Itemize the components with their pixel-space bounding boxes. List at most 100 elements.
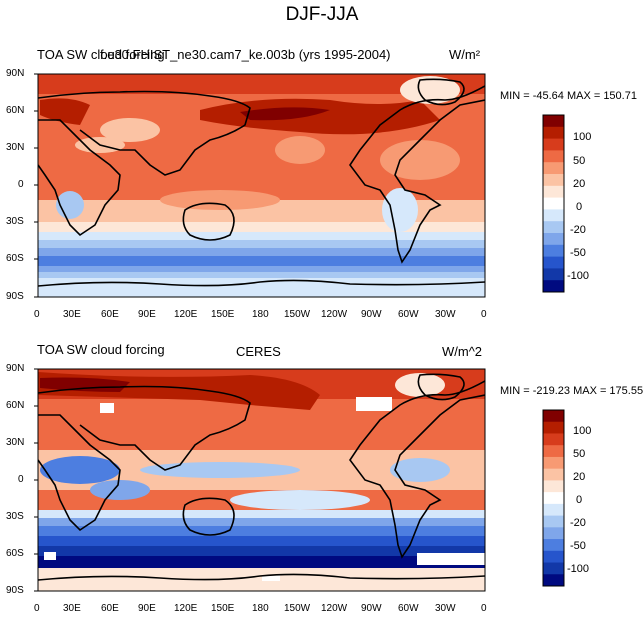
panel1-left-title: TOA SW cloud forcing <box>37 47 165 62</box>
ceres-map-panel <box>37 368 486 592</box>
lon-tick: 150E <box>211 309 235 320</box>
panel1-units: W/m² <box>449 47 481 62</box>
colorbar-swatch <box>543 162 564 175</box>
colorbar-tick-label: 0 <box>576 494 583 506</box>
colorbar-panel1 <box>542 114 565 293</box>
colorbar-swatch <box>543 233 564 246</box>
colorbar-swatch <box>543 539 564 552</box>
lat-tick: 90S <box>6 291 24 302</box>
colorbar-tick-label: 0 <box>576 201 583 213</box>
lon-tick: 150E <box>211 603 235 614</box>
lat-tick: 0 <box>18 474 24 485</box>
lat-tick: 30N <box>6 437 25 448</box>
lat-tick: 30S <box>6 216 24 227</box>
colorbar-swatch <box>543 456 564 470</box>
lon-tick: 30W <box>435 309 456 320</box>
colorbar-frame <box>542 114 565 293</box>
lon-tick: 0 <box>34 309 40 320</box>
lon-tick: 120W <box>321 603 348 614</box>
colorbar-swatch <box>543 421 564 434</box>
colorbar-tick-label: -100 <box>567 563 590 575</box>
ceres-coastlines <box>38 373 485 581</box>
colorbar-tick-label: 20 <box>573 471 586 483</box>
lon-tick: 150W <box>284 603 311 614</box>
colorbar-swatch <box>543 468 564 481</box>
colorbar-tick-label: 100 <box>573 131 592 143</box>
colorbar-tick-label: -50 <box>570 247 586 259</box>
lon-tick: 120E <box>174 309 198 320</box>
colorbar-swatch <box>543 115 564 128</box>
model-map-panel <box>37 73 486 298</box>
lat-tick: 60S <box>6 253 24 264</box>
lon-tick: 0 <box>481 603 487 614</box>
lon-tick: 30E <box>63 309 81 320</box>
lat-tick: 90N <box>6 68 25 79</box>
colorbar-tick-label: 100 <box>573 425 592 437</box>
colorbar-swatch <box>543 445 564 458</box>
panel1-center-title: f.e30.FHIST_ne30.cam7_ke.003b (yrs 1995-… <box>100 47 391 62</box>
lon-tick: 60E <box>101 603 119 614</box>
colorbar-swatch <box>543 268 564 281</box>
panel2-stats: MIN = -219.23 MAX = 175.55 <box>500 385 644 397</box>
lat-tick: 30S <box>6 511 24 522</box>
colorbar-swatch <box>543 492 564 505</box>
lon-tick: 180 <box>252 603 269 614</box>
lon-tick: 30W <box>435 603 456 614</box>
colorbar-tick-label: -20 <box>570 517 586 529</box>
lon-tick: 90E <box>138 603 156 614</box>
panel2-center-title: CERES <box>236 344 281 359</box>
lon-tick: 90W <box>361 603 382 614</box>
colorbar-swatch <box>543 256 564 269</box>
lon-tick: 30E <box>63 603 81 614</box>
lon-tick: 120W <box>321 309 348 320</box>
colorbar-swatch <box>543 138 564 151</box>
colorbar-swatch <box>543 209 564 222</box>
lat-tick: 60N <box>6 400 25 411</box>
lat-tick: 90S <box>6 585 24 596</box>
lon-tick: 120E <box>174 603 198 614</box>
lon-tick: 180 <box>252 309 269 320</box>
lat-tick: 30N <box>6 142 25 153</box>
panel2-units: W/m^2 <box>442 344 483 359</box>
colorbar-swatch <box>543 515 564 528</box>
colorbar-tick-label: 50 <box>573 448 586 460</box>
model-cloud-forcing-field <box>38 74 485 297</box>
colorbar-swatch <box>543 503 564 517</box>
colorbar-tick-label: 20 <box>573 178 586 190</box>
colorbar-tick-label: -20 <box>570 224 586 236</box>
lat-tick: 0 <box>18 179 24 190</box>
colorbar-swatch <box>543 574 564 587</box>
panel2-left-title: TOA SW cloud forcing <box>37 342 165 357</box>
colorbar-swatch <box>543 244 564 258</box>
lon-tick: 60W <box>398 603 419 614</box>
axis-tick-marks <box>34 73 38 592</box>
ceres-cloud-forcing-field <box>38 369 485 591</box>
model-coastlines <box>38 78 485 287</box>
colorbar-tick-label: 50 <box>573 155 586 167</box>
colorbar-swatch <box>543 174 564 187</box>
lon-tick: 0 <box>34 603 40 614</box>
colorbar-swatch <box>543 221 564 234</box>
lon-tick: 60E <box>101 309 119 320</box>
lon-tick: 60W <box>398 309 419 320</box>
lat-tick: 90N <box>6 363 25 374</box>
lon-tick: 150W <box>284 309 311 320</box>
colorbar-swatch <box>543 480 564 493</box>
lon-tick: 90W <box>361 309 382 320</box>
colorbar-swatch <box>543 126 564 140</box>
colorbar-swatch <box>543 150 564 163</box>
colorbar-swatch <box>543 550 564 564</box>
panel1-stats: MIN = -45.64 MAX = 150.71 <box>500 90 637 102</box>
colorbar-tick-label: -50 <box>570 540 586 552</box>
colorbar-frame <box>542 409 565 587</box>
lat-tick: 60N <box>6 105 25 116</box>
colorbar-panel2 <box>542 409 565 587</box>
colorbar-swatch <box>543 185 564 199</box>
lon-tick: 90E <box>138 309 156 320</box>
lon-tick: 0 <box>481 309 487 320</box>
figure-title: DJF-JJA <box>285 4 359 25</box>
colorbar-swatch <box>543 562 564 575</box>
colorbar-tick-label: -100 <box>567 270 590 282</box>
colorbar-swatch <box>543 410 564 423</box>
